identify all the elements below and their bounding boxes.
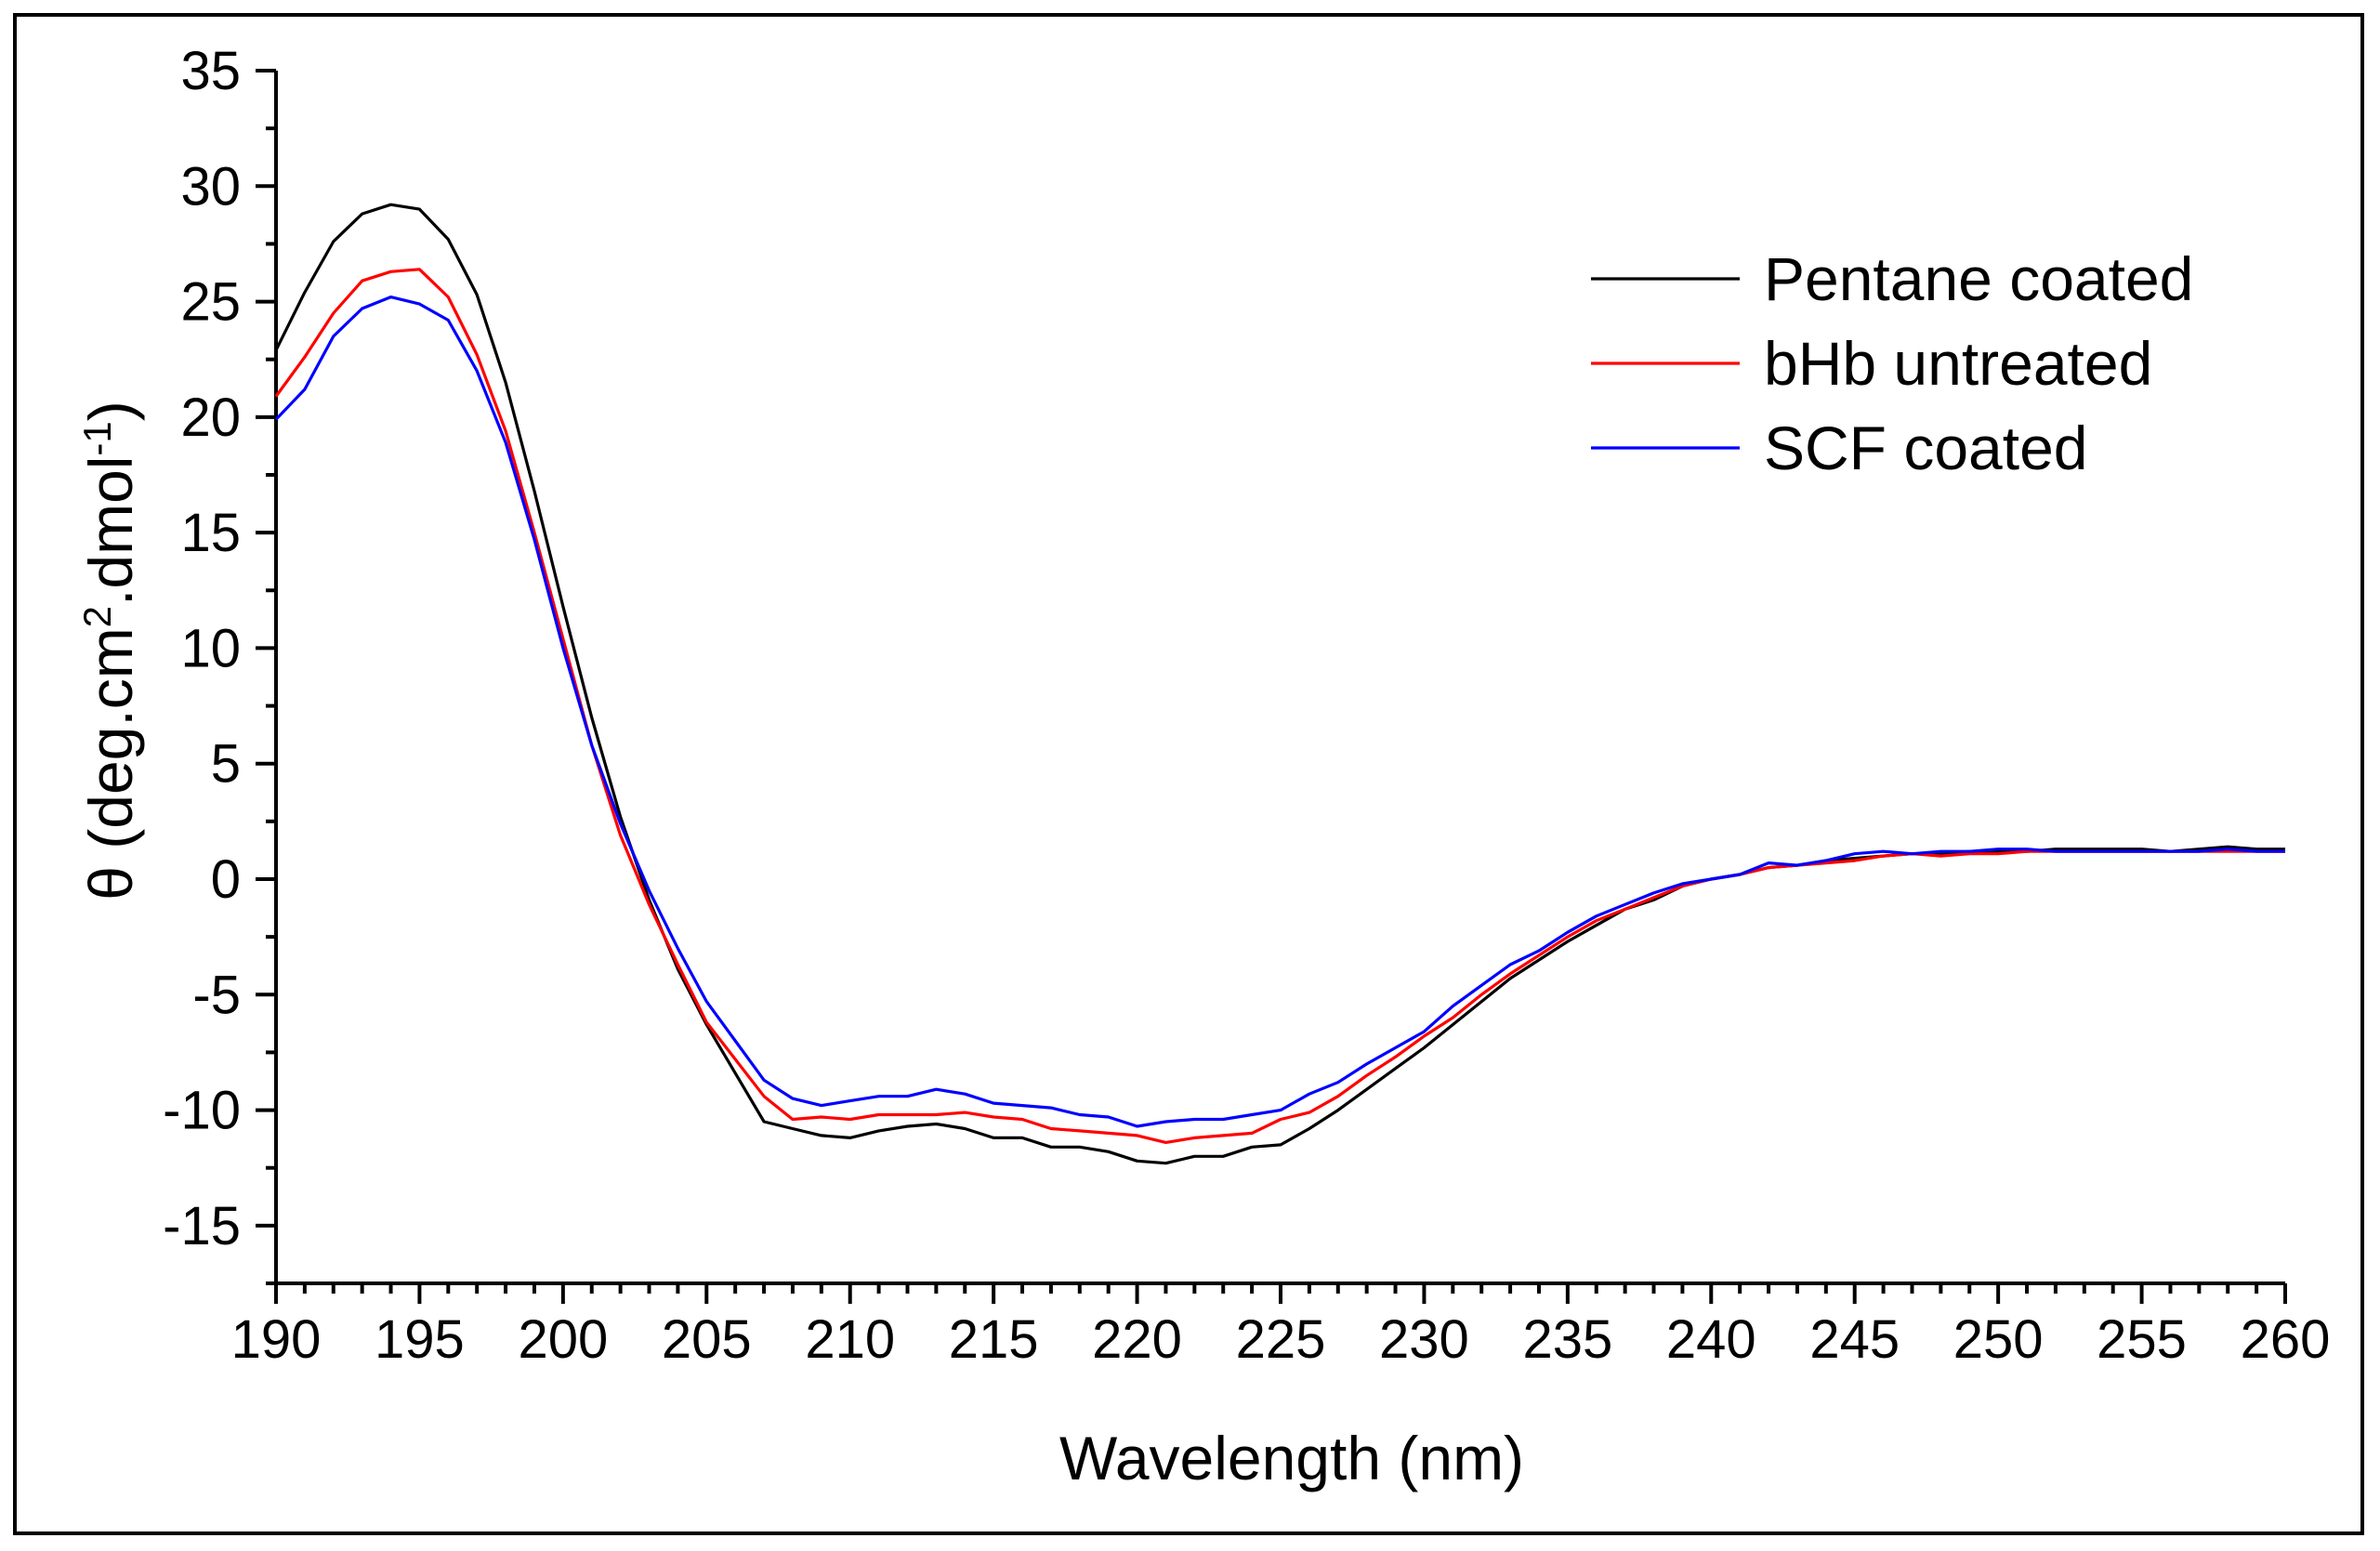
y-tick-label: -10 [163,1081,241,1141]
y-axis-title-main: θ (deg.cm [76,627,145,900]
y-axis-title-end: ) [76,401,145,421]
y-tick-label: 25 [180,272,241,333]
legend: Pentane coated bHb untreated SCF coated [1591,244,2193,482]
y-axis-title-sup2: -1 [75,421,119,455]
x-tick-label: 195 [375,1309,465,1370]
x-tick-label: 255 [2097,1309,2187,1370]
x-tick-label: 205 [662,1309,752,1370]
x-tick-label: 235 [1522,1309,1612,1370]
legend-label-bhb-untreated: bHb untreated [1764,329,2152,398]
y-tick-label: 10 [180,618,241,678]
x-tick-label: 200 [518,1309,608,1370]
series-line-bhb-untreated [274,268,2285,1145]
x-tick-label: 250 [1953,1309,2044,1370]
x-tick-label: 240 [1666,1309,1756,1370]
series-line-pentane-coated [274,203,2285,1165]
legend-label-pentane-coated: Pentane coated [1764,244,2193,313]
series-lines [274,203,2285,1165]
y-tick-label: 0 [211,849,241,910]
x-tick-label: 260 [2241,1309,2331,1370]
x-tick-label: 225 [1236,1309,1326,1370]
x-tick-label: 210 [805,1309,895,1370]
legend-label-scf-coated: SCF coated [1764,414,2088,482]
y-tick-label: 35 [180,41,241,101]
x-tick-label: 190 [231,1309,322,1370]
y-axis-title: θ (deg.cm2.dmol-1) [75,401,146,900]
y-tick-label: 20 [180,388,241,448]
x-tick-label: 245 [1809,1309,1900,1370]
x-tick-label: 215 [949,1309,1039,1370]
x-tick-label: 220 [1092,1309,1182,1370]
y-axis-title-mid: .dmol [76,456,145,606]
y-tick-label: 15 [180,503,241,563]
x-tick-label: 230 [1379,1309,1469,1370]
y-tick-label: -5 [192,965,241,1025]
series-line-scf-coated [274,296,2285,1128]
y-tick-label: 5 [211,734,241,795]
y-tick-label: -15 [163,1196,241,1256]
y-axis-title-sup1: 2 [75,606,119,627]
y-tick-label: 30 [180,156,241,217]
axes: 190 195 200 205 210 215 220 225 230 235 240 245 250 2… [163,41,2330,1370]
x-axis-title: Wavelength (nm) [1059,1424,1524,1492]
